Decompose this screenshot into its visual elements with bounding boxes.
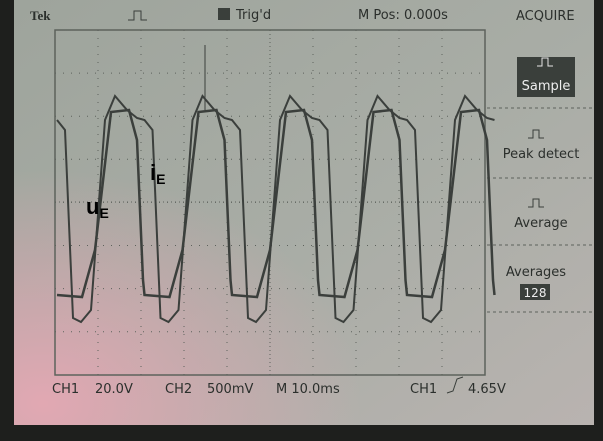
current-label: iE: [150, 160, 165, 187]
horizontal-position: M Pos: 0.000s: [358, 8, 448, 23]
trigger-status: Trig'd: [235, 8, 271, 23]
brand: Tek: [30, 8, 51, 23]
ch2-label: CH2: [165, 382, 192, 397]
timebase: M 10.0ms: [276, 382, 340, 397]
menu-item[interactable]: Sample: [522, 79, 571, 94]
trigger-level: 4.65V: [468, 382, 506, 397]
menu-value[interactable]: 128: [524, 286, 547, 300]
menu-item[interactable]: Peak detect: [503, 147, 580, 162]
graticule: [54, 29, 486, 376]
screen-glare: [14, 0, 594, 425]
current-trace: [56, 108, 496, 299]
menu-label: Averages: [506, 265, 566, 280]
ch2-scale: 500mV: [207, 382, 253, 397]
menu-title: ACQUIRE: [516, 9, 575, 24]
waveforms: [56, 45, 496, 324]
subscript: E: [99, 205, 108, 221]
ch1-label: CH1: [52, 382, 79, 397]
symbol: i: [150, 160, 156, 185]
subscript: E: [156, 171, 165, 187]
menu-item[interactable]: Average: [514, 216, 567, 231]
voltage-label: uE: [86, 194, 109, 221]
side-menu: [128, 8, 592, 394]
trigger-channel: CH1: [410, 382, 437, 397]
symbol: u: [86, 194, 99, 219]
ch1-scale: 20.0V: [95, 382, 133, 397]
